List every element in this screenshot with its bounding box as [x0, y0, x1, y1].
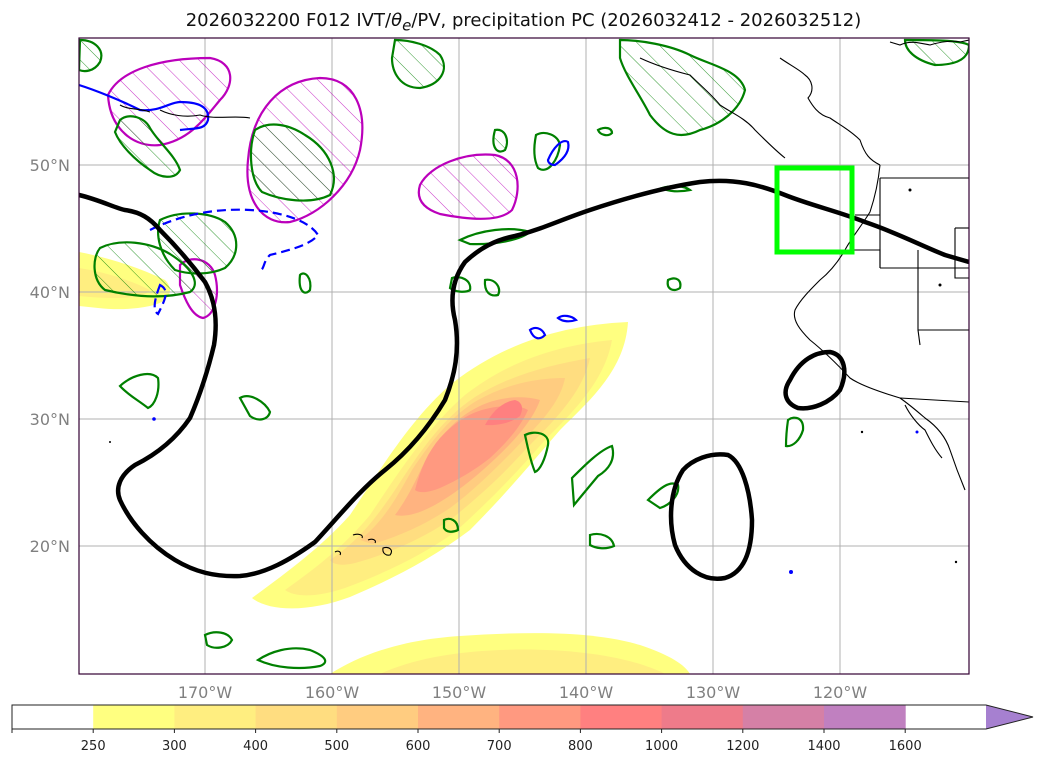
theta-e-hatched-regions: [79, 38, 969, 298]
title-prefix: 2026032200 F012 IVT/: [185, 10, 392, 31]
lat-label-30n: 30°N: [30, 410, 70, 429]
title-suffix: /PV, precipitation PC (2026032412 - 2026…: [411, 10, 862, 31]
map-title: 2026032200 F012 IVT/θe/PV, precipitation…: [0, 10, 1047, 35]
map-dots: [109, 188, 958, 564]
colorbar-tick-label: 400: [243, 739, 268, 754]
lat-labels: 50°N 40°N 30°N 20°N: [30, 156, 70, 556]
colorbar-cells: [12, 705, 906, 729]
colorbar-cell: [336, 705, 419, 729]
colorbar-cell: [255, 705, 338, 729]
colorbar-tick-label: 1600: [889, 739, 922, 754]
colorbar-tick-label: 250: [81, 739, 106, 754]
title-theta-sub: e: [402, 16, 412, 35]
colorbar-cell: [580, 705, 663, 729]
colorbar-cell: [824, 705, 906, 729]
colorbar-ticks: 250 300 400 500 600 700 800 1000 1200 1400 1600: [11, 729, 922, 754]
region-highlight-box: [774, 165, 855, 255]
ivt-plume-south: [330, 633, 690, 674]
colorbar-tick-label: 500: [324, 739, 349, 754]
colorbar-cell: [742, 705, 825, 729]
map-frame: [78, 37, 970, 675]
ivt-plume-main: [252, 322, 628, 609]
colorbar-tick-label: 700: [487, 739, 512, 754]
lat-label-40n: 40°N: [30, 283, 70, 302]
theta-e-negative-dashed: [149, 208, 320, 316]
lon-label-150w: 150°W: [432, 683, 487, 702]
lon-labels: 170°W 160°W 150°W 140°W 130°W 120°W: [178, 683, 868, 702]
colorbar-cell: [499, 705, 581, 729]
pv-contours: [79, 178, 969, 581]
colorbar-tick-label: 1400: [807, 739, 840, 754]
lon-label-130w: 130°W: [686, 683, 741, 702]
colorbar-extend-arrow: [986, 705, 1033, 729]
lat-label-50n: 50°N: [30, 156, 70, 175]
colorbar: 250 300 400 500 600 700 800 1000 1200 1400 1600: [11, 704, 1034, 754]
colorbar-tick-label: 300: [162, 739, 187, 754]
lon-label-170w: 170°W: [178, 683, 233, 702]
theta-e-negative-contours: [79, 83, 579, 340]
colorbar-tick-label: 1000: [645, 739, 678, 754]
colorbar-cell: [418, 705, 500, 729]
lon-label-120w: 120°W: [813, 683, 868, 702]
colorbar-tick-label: 1200: [726, 739, 759, 754]
colorbar-cell: [174, 705, 257, 729]
map-gridlines: [79, 38, 969, 674]
colorbar-cell: [12, 705, 94, 729]
colorbar-outline: [11, 704, 1034, 730]
colorbar-cell: [93, 705, 175, 729]
title-theta: θ: [391, 10, 403, 31]
colorbar-tick-label: 600: [406, 739, 431, 754]
lon-label-140w: 140°W: [559, 683, 614, 702]
map-layers: [79, 38, 969, 674]
theta-e-outlines: [118, 126, 805, 670]
lon-label-160w: 160°W: [305, 683, 360, 702]
colorbar-tick-label: 800: [568, 739, 593, 754]
colorbar-cell: [661, 705, 744, 729]
lat-label-20n: 20°N: [30, 537, 70, 556]
map-blue-dots: [152, 417, 919, 574]
